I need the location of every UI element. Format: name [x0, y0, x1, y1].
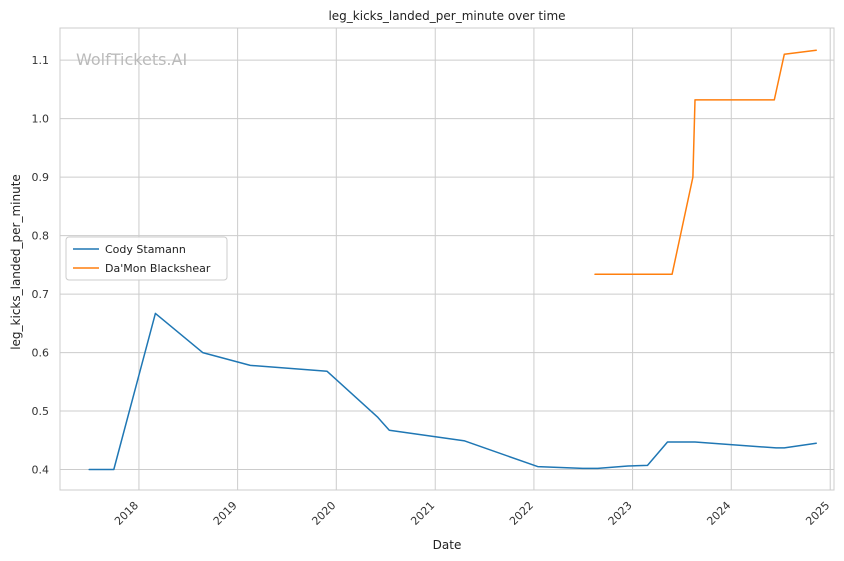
x-tick-label: 2023 [606, 499, 635, 528]
x-tick-label: 2021 [408, 499, 437, 528]
x-axis-title: Date [433, 538, 462, 552]
legend-label-damon-blackshear: Da'Mon Blackshear [105, 262, 211, 275]
y-tick-label: 0.8 [32, 230, 50, 243]
x-tick-label: 2025 [803, 499, 832, 528]
y-axis-title: leg_kicks_landed_per_minute [9, 174, 23, 350]
x-tick-labels: 2018 2019 2020 2021 2022 2023 2024 2025 [112, 499, 832, 528]
grid [60, 28, 834, 490]
series-group [88, 49, 817, 471]
series-line-damon-blackshear [594, 49, 817, 275]
chart-title: leg_kicks_landed_per_minute over time [328, 9, 565, 23]
y-tick-label: 0.6 [32, 347, 50, 360]
series-line-cody-stamann [88, 312, 817, 471]
x-tick-label: 2019 [211, 499, 240, 528]
y-tick-labels: 0.4 0.5 0.6 0.7 0.8 0.9 1.0 1.1 [32, 54, 50, 476]
legend: Cody Stamann Da'Mon Blackshear [65, 236, 228, 281]
y-tick-label: 0.4 [32, 464, 50, 477]
x-tick-label: 2020 [309, 499, 338, 528]
legend-label-cody-stamann: Cody Stamann [105, 243, 186, 256]
y-tick-label: 0.5 [32, 405, 50, 418]
watermark: WolfTickets.AI [76, 50, 187, 69]
x-tick-label: 2024 [704, 499, 733, 528]
legend-box [65, 236, 228, 281]
y-tick-label: 1.0 [32, 113, 50, 126]
y-tick-label: 0.7 [32, 288, 50, 301]
x-tick-label: 2022 [507, 499, 536, 528]
y-tick-label: 1.1 [32, 54, 50, 67]
y-tick-label: 0.9 [32, 171, 50, 184]
x-tick-label: 2018 [112, 499, 141, 528]
